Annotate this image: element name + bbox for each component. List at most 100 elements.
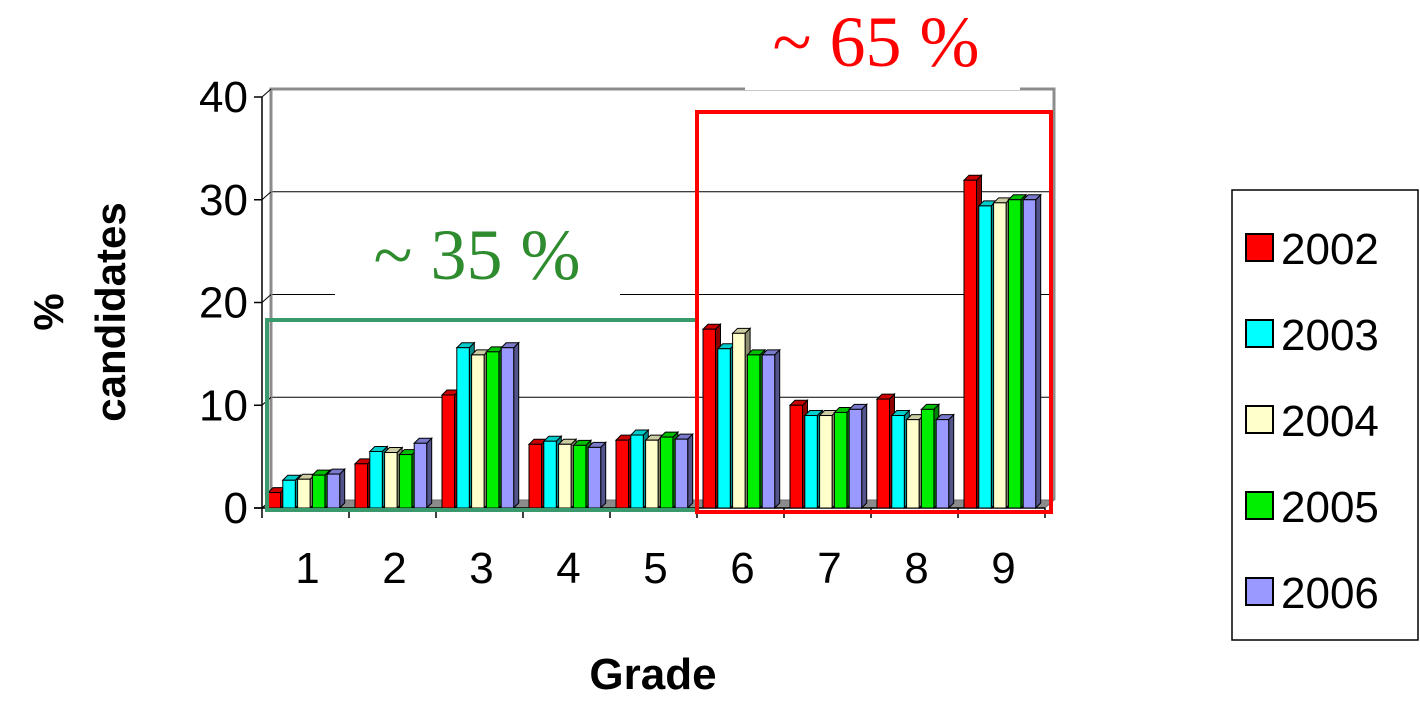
bar-front <box>398 454 413 509</box>
bar-side <box>1035 193 1042 510</box>
y-tick-label-30: 30 <box>199 176 248 225</box>
legend-label-2004: 2004 <box>1281 397 1379 446</box>
bar-2006-grade-7 <box>847 403 868 510</box>
bar-front <box>732 332 746 509</box>
bar-front <box>746 354 761 509</box>
legend-label-2006: 2006 <box>1281 569 1379 618</box>
bar-front <box>311 474 326 509</box>
bar-2004-grade-8 <box>905 413 926 510</box>
bar-front <box>674 438 689 509</box>
bar-2003-grade-5 <box>629 428 650 510</box>
tick-labels-layer: 0 10 20 30 40 1 2 3 4 5 6 7 8 9 <box>199 73 1016 593</box>
bar-front <box>645 439 659 509</box>
x-tick-label-4: 4 <box>556 544 580 593</box>
bar-front <box>848 408 863 509</box>
legend-label-2003: 2003 <box>1281 311 1379 360</box>
y-tick-label-0: 0 <box>224 484 248 533</box>
bar-2006-grade-3 <box>499 341 520 510</box>
axis-titles-layer: Grade% candidates <box>25 202 717 699</box>
bar-front <box>282 479 296 509</box>
legend-label-2002: 2002 <box>1281 225 1379 274</box>
bar-front <box>369 450 383 509</box>
bar-side <box>600 441 607 510</box>
y-tick-diag <box>261 88 272 98</box>
bar-2006-grade-5 <box>673 432 694 510</box>
bar-front <box>543 440 557 509</box>
bar-front <box>717 348 731 509</box>
bar-2006-grade-1 <box>325 467 346 510</box>
y-tick-label-10: 10 <box>199 381 248 430</box>
x-tick-label-1: 1 <box>295 544 319 593</box>
bar-front <box>1022 199 1037 509</box>
bar-front <box>587 446 602 509</box>
y-tick-label-40: 40 <box>199 73 248 122</box>
bar-side <box>948 413 955 510</box>
bar-front <box>789 404 803 509</box>
bar-front <box>500 347 515 509</box>
legend: 2002 2003 2004 2005 2006 <box>1231 189 1419 641</box>
legend-swatch-2002 <box>1245 233 1274 262</box>
bar-2006-grade-6 <box>760 348 781 510</box>
bar-side <box>513 341 520 510</box>
bar-front <box>906 419 920 509</box>
x-tick-label-2: 2 <box>382 544 406 593</box>
bar-front <box>615 439 629 509</box>
bar-front <box>833 411 848 509</box>
bar-front <box>659 436 674 509</box>
bar-front <box>993 202 1007 509</box>
bar-front <box>935 419 950 509</box>
bar-2006-grade-8 <box>934 413 955 510</box>
bar-front <box>267 492 281 509</box>
y-axis-title-line: candidates <box>87 202 134 421</box>
legend-swatch-2003 <box>1245 319 1274 348</box>
annotation-label-65: ~ 65 % <box>773 2 980 82</box>
y-axis-title: % candidates <box>25 202 134 421</box>
bar-front <box>354 463 368 509</box>
bar-front <box>471 354 485 509</box>
annotation-label-35: ~ 35 % <box>374 215 581 295</box>
bar-front <box>528 443 542 509</box>
y-tick-diag <box>261 191 272 201</box>
bar-side <box>861 403 868 510</box>
bar-2006-grade-4 <box>586 441 607 510</box>
annotation-bg-green <box>335 215 620 295</box>
annotation-bg-red <box>745 20 1020 90</box>
bar-front <box>441 394 455 509</box>
y-tick-diag <box>261 294 272 303</box>
y-axis-title-line: % <box>25 293 72 330</box>
bar-front <box>761 354 776 509</box>
bar-side <box>774 348 781 510</box>
x-tick-label-8: 8 <box>904 544 928 593</box>
bar-front <box>297 478 311 509</box>
legend-swatch-2005 <box>1245 491 1274 520</box>
x-tick-label-6: 6 <box>730 544 754 593</box>
bar-2006-grade-2 <box>412 437 433 510</box>
x-axis-title: Grade <box>589 650 716 699</box>
bar-front <box>326 473 341 509</box>
bar-front <box>1007 199 1022 509</box>
annotations-layer: ~ 35 % ~ 65 % <box>265 2 1053 514</box>
x-tick-label-3: 3 <box>469 544 493 593</box>
bar-front <box>963 179 977 509</box>
bar-side <box>687 432 694 510</box>
bar-2006-grade-9 <box>1021 193 1042 510</box>
bar-front <box>485 351 500 509</box>
legend-swatch-2004 <box>1245 405 1274 434</box>
bar-front <box>978 205 992 509</box>
bar-side <box>339 467 346 510</box>
bar-front <box>819 415 833 509</box>
legend-label-2005: 2005 <box>1281 483 1379 532</box>
bar-front <box>804 415 818 509</box>
bar-front <box>702 328 716 509</box>
x-tick-label-9: 9 <box>991 544 1015 593</box>
bar-front <box>456 347 470 509</box>
bar-front <box>558 443 572 509</box>
legend-swatch-2006 <box>1245 577 1274 606</box>
bar-side <box>426 437 433 510</box>
y-tick-label-20: 20 <box>199 279 248 328</box>
x-tick-label-7: 7 <box>817 544 841 593</box>
bar-front <box>891 415 905 509</box>
x-tick-label-5: 5 <box>643 544 667 593</box>
